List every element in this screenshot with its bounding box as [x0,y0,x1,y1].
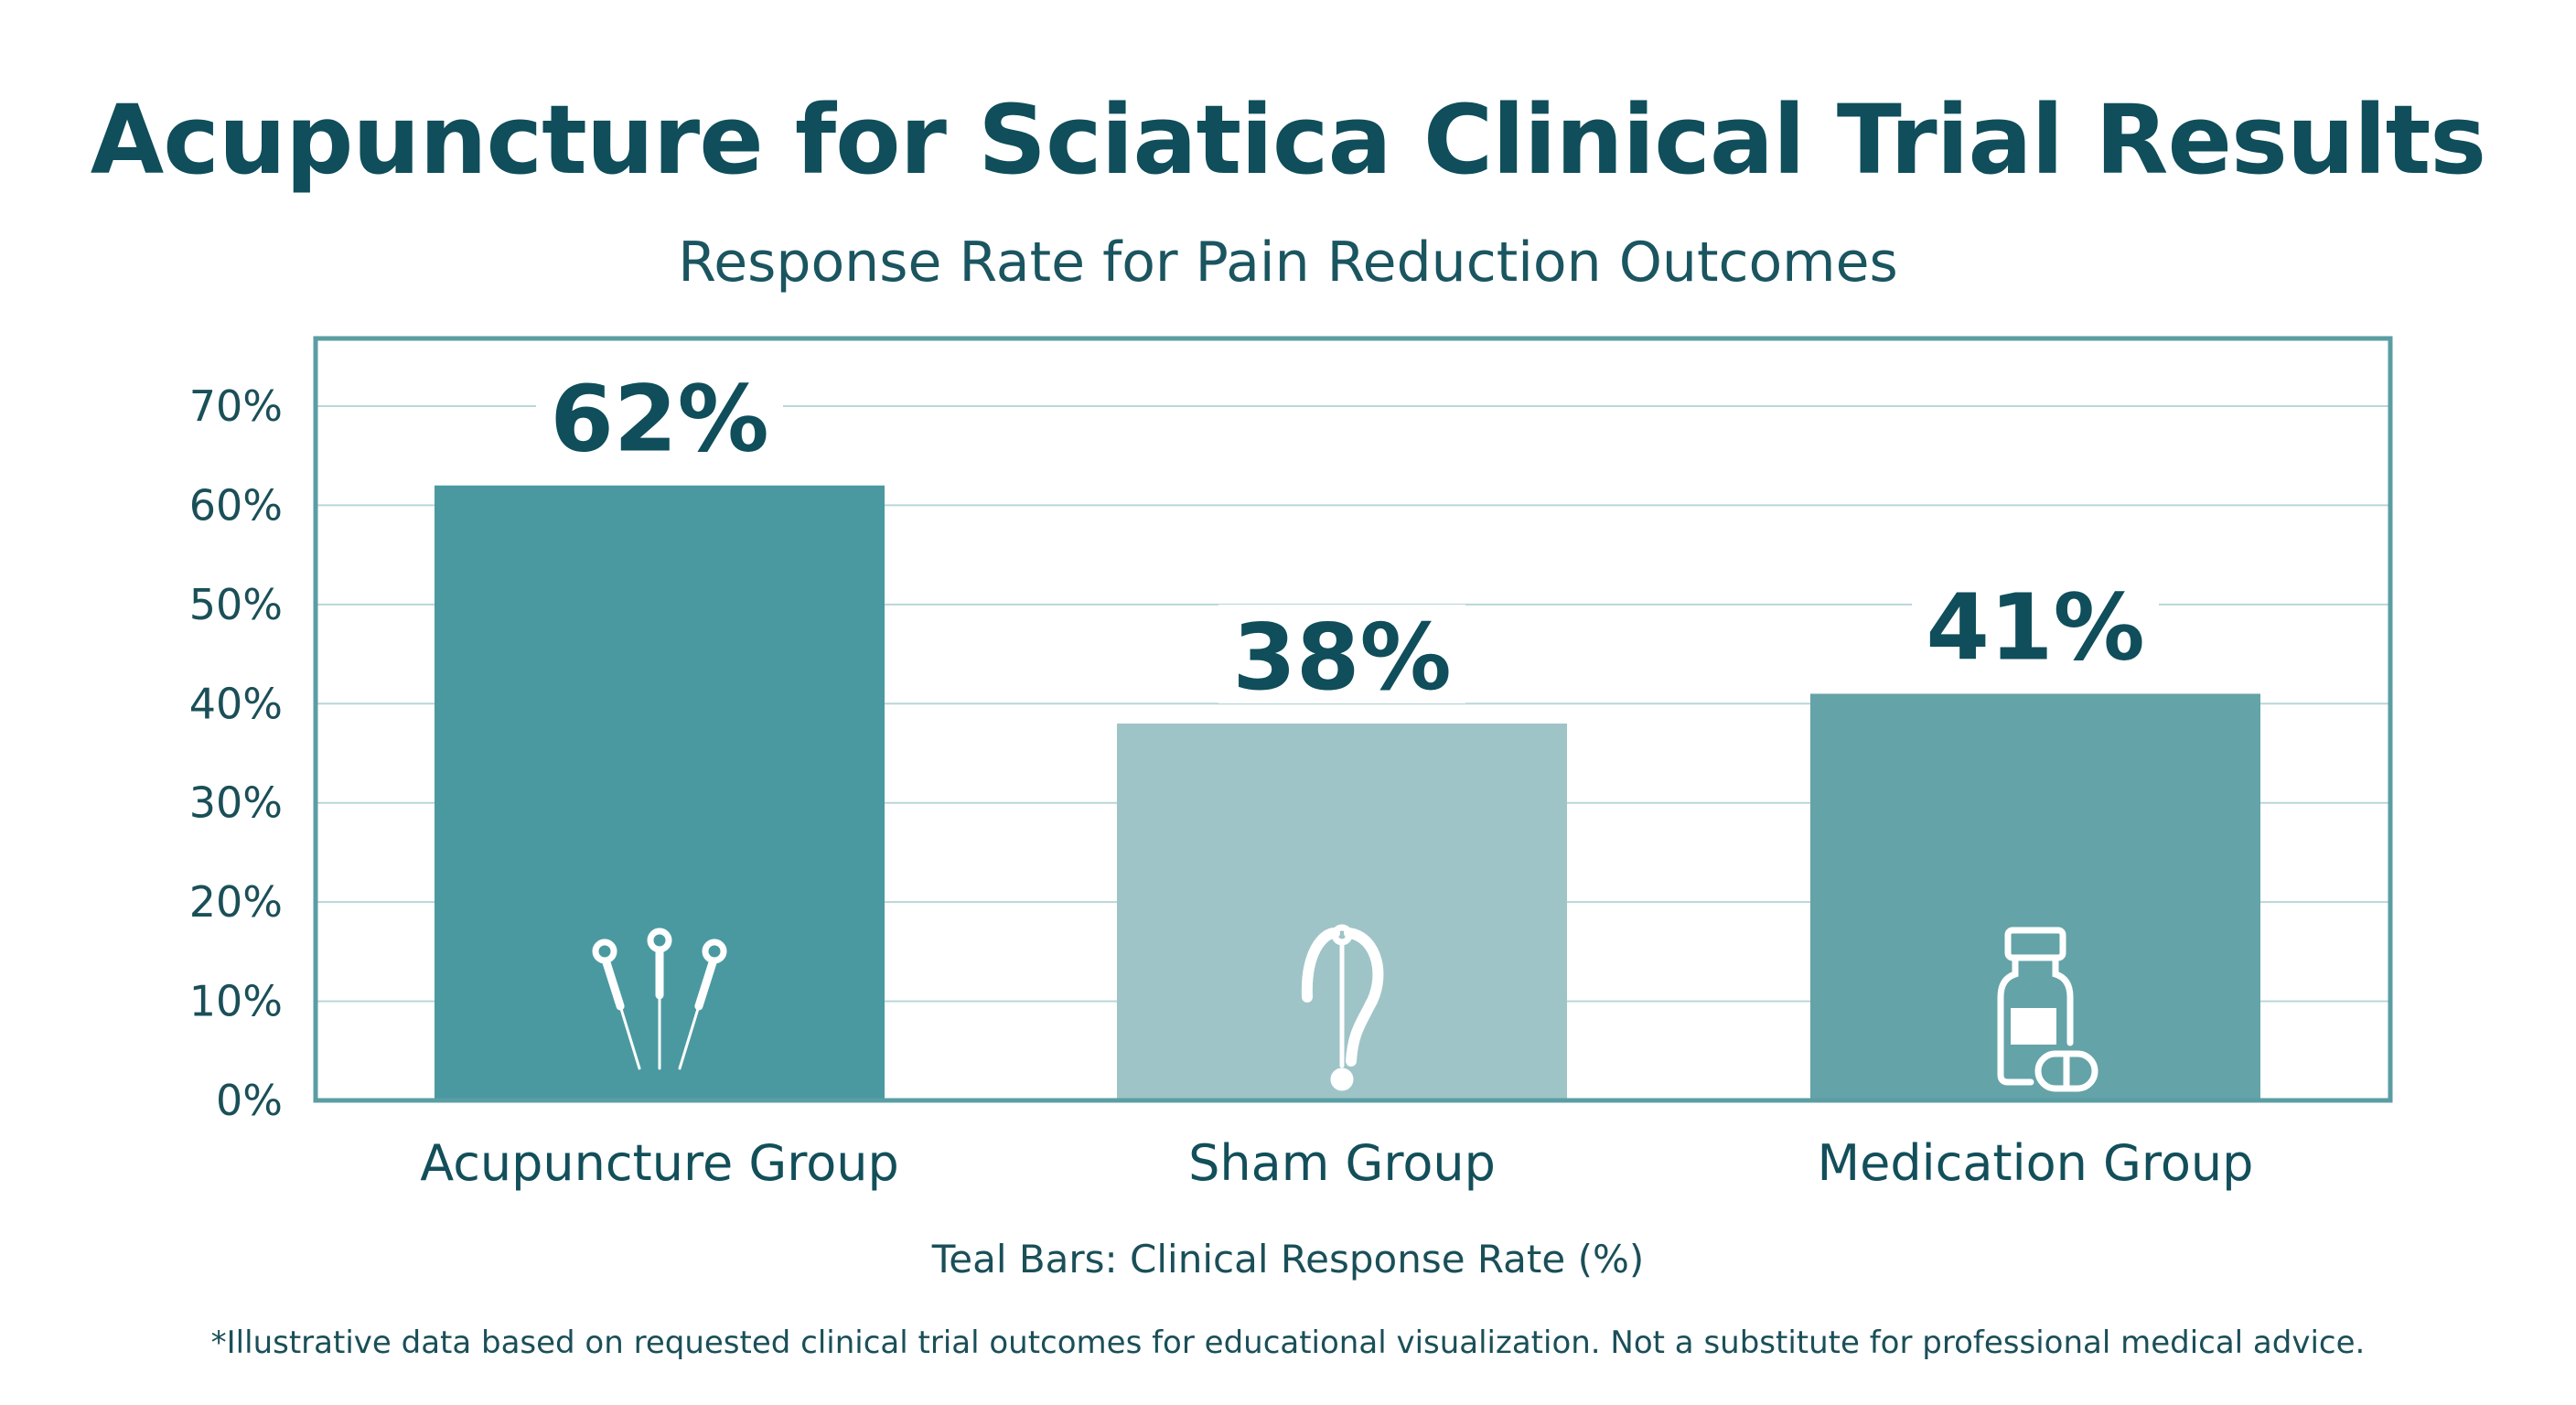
bottle-body [1997,954,2074,1086]
needle-question-mark-icon [1301,924,1384,1091]
category-label: Sham Group [1188,1134,1496,1192]
y-tick-label: 20% [189,877,283,927]
data-label-background [1218,604,1465,703]
data-label: 38% [1232,604,1451,711]
footnote: *Illustrative data based on requested cl… [210,1325,2366,1361]
acupuncture-needles-icon [592,928,727,1070]
legend-text: Teal Bars: Clinical Response Rate (%) [931,1237,1645,1282]
question-dot [1330,1067,1354,1091]
y-tick-label: 50% [189,580,283,629]
data-label-background [1912,574,2159,674]
pill-bottle-icon [1997,927,2098,1092]
question-mark [1301,928,1384,1067]
y-tick-label: 10% [189,977,283,1026]
category-label: Medication Group [1818,1134,2254,1192]
bottle-label [2011,1008,2056,1045]
data-label-background [536,366,783,466]
plot-frame [313,336,2393,1103]
needle-handle [602,958,625,1011]
needle-tip [618,1004,641,1070]
needle-handle [694,958,717,1011]
y-tick-label: 0% [216,1076,283,1125]
chart-title: Acupuncture for Sciatica Clinical Trial … [90,84,2486,196]
y-tick-label: 40% [189,679,283,728]
bottle-cap [2004,927,2066,961]
y-tick-label: 30% [189,778,283,828]
needle-tip [678,1004,701,1070]
data-label: 62% [550,366,768,473]
chart-subtitle: Response Rate for Pain Reduction Outcome… [678,231,1898,295]
category-label: Acupuncture Group [420,1134,899,1192]
y-tick-label: 70% [189,381,283,431]
data-label: 41% [1926,574,2144,681]
y-tick-label: 60% [189,480,283,530]
